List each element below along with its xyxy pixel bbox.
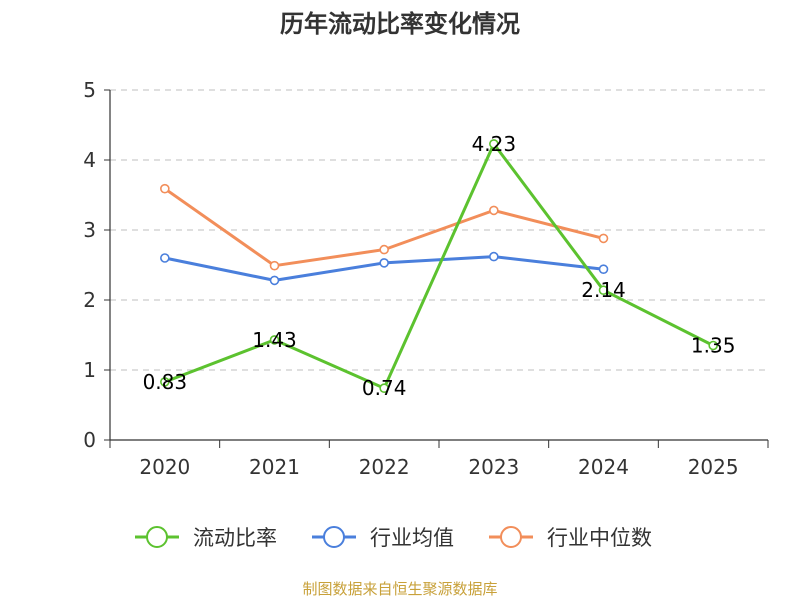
legend-label: 流动比率 — [193, 526, 277, 550]
legend-swatch-marker — [323, 526, 345, 548]
x-tick-label: 2020 — [139, 455, 190, 479]
data-point — [489, 139, 499, 149]
data-point — [598, 264, 609, 275]
x-tick-label: 2024 — [578, 455, 629, 479]
y-tick-label: 4 — [83, 148, 96, 172]
legend: 流动比率 行业均值 行业中位数 — [135, 526, 652, 550]
x-tick-label: 2022 — [359, 455, 410, 479]
y-tick-label: 3 — [83, 218, 96, 242]
data-point — [269, 260, 280, 271]
data-point — [269, 335, 280, 345]
legend-label: 行业中位数 — [547, 526, 652, 550]
data-label: 4.23 — [472, 132, 517, 156]
data-label: 0.74 — [362, 376, 407, 400]
y-tick-label: 5 — [83, 78, 96, 102]
chart-title: 历年流动比率变化情况 — [280, 10, 520, 38]
y-tick-label: 0 — [83, 428, 96, 452]
data-point — [489, 205, 499, 216]
data-point — [598, 285, 609, 296]
data-label: 2.14 — [581, 278, 626, 302]
y-tick-label: 1 — [83, 358, 96, 382]
data-label: 1.35 — [691, 334, 736, 358]
data-labels: 0.83 1.43 0.74 4.23 2.14 1.35 — [143, 132, 736, 400]
data-point — [160, 253, 170, 263]
x-tick-label: 2021 — [249, 455, 300, 479]
data-point — [379, 258, 389, 268]
data-label: 0.83 — [143, 370, 188, 394]
legend-label: 行业均值 — [370, 526, 454, 550]
series-group — [160, 139, 718, 394]
data-label: 1.43 — [252, 328, 297, 352]
data-point — [379, 244, 389, 255]
data-point — [269, 275, 280, 286]
y-tick-label: 2 — [83, 288, 96, 312]
legend-swatch-marker — [500, 526, 522, 548]
x-tick-label: 2025 — [688, 455, 739, 479]
data-point — [489, 251, 499, 262]
source-note: 制图数据来自恒生聚源数据库 — [302, 580, 498, 598]
data-point — [160, 183, 170, 194]
data-point — [708, 340, 718, 351]
data-point — [160, 377, 170, 387]
x-tick-label: 2023 — [468, 455, 519, 479]
data-point — [379, 383, 389, 394]
data-point — [598, 233, 609, 244]
series-line — [164, 142, 714, 390]
legend-swatch-marker — [146, 526, 168, 548]
axes: 0 1 2 3 4 5 2020 2021 2022 2023 2024 2025 — [83, 78, 769, 479]
